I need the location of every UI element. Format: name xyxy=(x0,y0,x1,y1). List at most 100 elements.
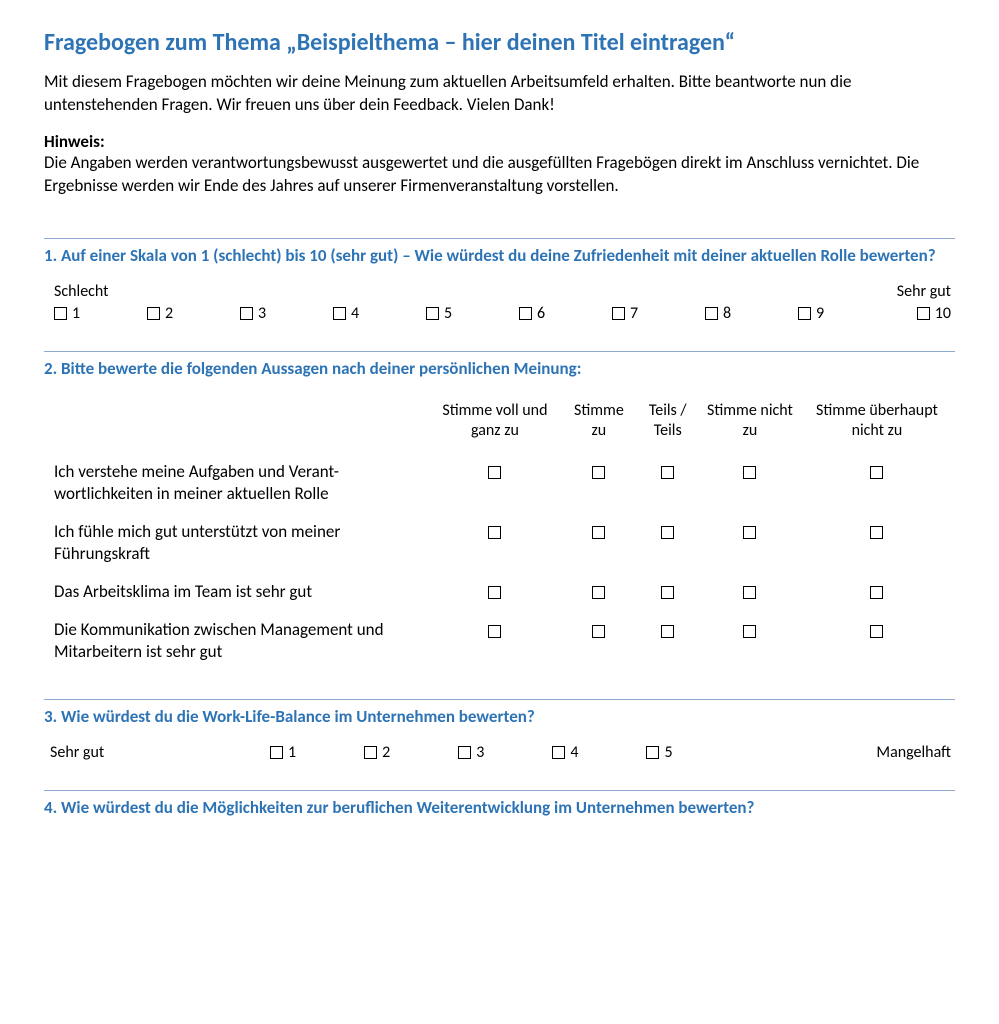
checkbox-icon[interactable] xyxy=(426,307,439,320)
question-1: 1. Auf einer Skala von 1 (schlecht) bis … xyxy=(44,238,955,323)
matrix-option[interactable] xyxy=(635,611,701,671)
wlb-option[interactable]: 1 xyxy=(270,743,296,762)
checkbox-icon[interactable] xyxy=(488,526,501,539)
matrix-option[interactable] xyxy=(563,513,634,573)
matrix-row: Ich fühle mich gut unterstützt von meine… xyxy=(44,513,955,573)
checkbox-icon[interactable] xyxy=(488,586,501,599)
matrix-option[interactable] xyxy=(563,611,634,671)
matrix-option[interactable] xyxy=(635,573,701,611)
hint-label: Hinweis: xyxy=(44,131,105,152)
question-2: 2. Bitte bewerte die folgenden Aussagen … xyxy=(44,351,955,672)
wlb-row: Sehr gut 12345 Mangelhaft xyxy=(44,743,955,762)
checkbox-icon[interactable] xyxy=(661,586,674,599)
wlb-anchor-high: Mangelhaft xyxy=(771,743,951,762)
question-3-title: 3. Wie würdest du die Work-Life-Balance … xyxy=(44,706,955,729)
checkbox-icon[interactable] xyxy=(661,625,674,638)
checkbox-icon[interactable] xyxy=(870,625,883,638)
checkbox-icon[interactable] xyxy=(743,526,756,539)
hint-text: Die Angaben werden verantwortungsbewusst… xyxy=(44,152,955,198)
checkbox-icon[interactable] xyxy=(743,625,756,638)
checkbox-icon[interactable] xyxy=(592,586,605,599)
matrix-option[interactable] xyxy=(427,513,564,573)
checkbox-icon[interactable] xyxy=(488,625,501,638)
matrix-header: Teils / Teils xyxy=(635,395,701,453)
checkbox-icon[interactable] xyxy=(743,466,756,479)
scale-option[interactable]: 1 xyxy=(54,304,80,323)
matrix-option[interactable] xyxy=(635,453,701,513)
checkbox-icon[interactable] xyxy=(54,307,67,320)
matrix-row: Ich verstehe meine Aufgaben und Verant-w… xyxy=(44,453,955,513)
checkbox-icon[interactable] xyxy=(552,746,565,759)
scale-option[interactable]: 5 xyxy=(426,304,452,323)
matrix-option[interactable] xyxy=(563,573,634,611)
scale-option[interactable]: 9 xyxy=(798,304,824,323)
checkbox-icon[interactable] xyxy=(661,526,674,539)
matrix-header: Stimme nicht zu xyxy=(701,395,799,453)
scale-option[interactable]: 6 xyxy=(519,304,545,323)
scale-option-label: 9 xyxy=(816,304,824,323)
scale-col: 7 xyxy=(612,282,672,323)
matrix-option[interactable] xyxy=(701,513,799,573)
scale-col: 6 xyxy=(519,282,579,323)
checkbox-icon[interactable] xyxy=(917,307,930,320)
matrix-statement: Ich verstehe meine Aufgaben und Verant-w… xyxy=(44,453,427,513)
checkbox-icon[interactable] xyxy=(870,586,883,599)
wlb-option[interactable]: 5 xyxy=(646,743,672,762)
matrix-option[interactable] xyxy=(701,453,799,513)
checkbox-icon[interactable] xyxy=(592,625,605,638)
scale-col: Sehr gut10 xyxy=(891,282,951,323)
scale-option[interactable]: 2 xyxy=(147,304,173,323)
matrix-option[interactable] xyxy=(799,611,955,671)
checkbox-icon[interactable] xyxy=(592,526,605,539)
checkbox-icon[interactable] xyxy=(646,746,659,759)
wlb-option[interactable]: 4 xyxy=(552,743,578,762)
scale-option[interactable]: 7 xyxy=(612,304,638,323)
wlb-options: 1 2 3 4 5 xyxy=(230,743,771,762)
checkbox-icon[interactable] xyxy=(743,586,756,599)
checkbox-icon[interactable] xyxy=(270,746,283,759)
scale-col: 4 xyxy=(333,282,393,323)
checkbox-icon[interactable] xyxy=(333,307,346,320)
scale-col: 8 xyxy=(705,282,765,323)
matrix-option[interactable] xyxy=(427,611,564,671)
checkbox-icon[interactable] xyxy=(592,466,605,479)
checkbox-icon[interactable] xyxy=(240,307,253,320)
scale-option-label: 2 xyxy=(165,304,173,323)
checkbox-icon[interactable] xyxy=(870,466,883,479)
scale-option-label: 4 xyxy=(351,304,359,323)
likert-matrix: Stimme voll und ganz zuStimme zuTeils / … xyxy=(44,395,955,672)
scale-option-label: 3 xyxy=(258,304,266,323)
matrix-option[interactable] xyxy=(799,573,955,611)
matrix-option[interactable] xyxy=(427,453,564,513)
matrix-option[interactable] xyxy=(701,611,799,671)
wlb-option[interactable]: 3 xyxy=(458,743,484,762)
question-3: 3. Wie würdest du die Work-Life-Balance … xyxy=(44,699,955,762)
checkbox-icon[interactable] xyxy=(661,466,674,479)
checkbox-icon[interactable] xyxy=(798,307,811,320)
scale-col: 3 xyxy=(240,282,300,323)
checkbox-icon[interactable] xyxy=(458,746,471,759)
matrix-option[interactable] xyxy=(701,573,799,611)
matrix-option[interactable] xyxy=(427,573,564,611)
matrix-option[interactable] xyxy=(799,453,955,513)
checkbox-icon[interactable] xyxy=(870,526,883,539)
scale-option[interactable]: 10 xyxy=(917,304,951,323)
scale-option[interactable]: 3 xyxy=(240,304,266,323)
checkbox-icon[interactable] xyxy=(705,307,718,320)
matrix-option[interactable] xyxy=(563,453,634,513)
checkbox-icon[interactable] xyxy=(364,746,377,759)
wlb-option[interactable]: 2 xyxy=(364,743,390,762)
matrix-row: Das Arbeitsklima im Team ist sehr gut xyxy=(44,573,955,611)
scale-col: Schlecht1 xyxy=(54,282,114,323)
scale-option[interactable]: 4 xyxy=(333,304,359,323)
checkbox-icon[interactable] xyxy=(519,307,532,320)
scale-row: Schlecht1 2 3 4 5 6 7 8 9 Sehr gut10 xyxy=(44,282,955,323)
matrix-option[interactable] xyxy=(799,513,955,573)
checkbox-icon[interactable] xyxy=(147,307,160,320)
checkbox-icon[interactable] xyxy=(612,307,625,320)
wlb-option-label: 2 xyxy=(382,743,390,762)
scale-option[interactable]: 8 xyxy=(705,304,731,323)
checkbox-icon[interactable] xyxy=(488,466,501,479)
matrix-row: Die Kommunikation zwischen Management un… xyxy=(44,611,955,671)
matrix-option[interactable] xyxy=(635,513,701,573)
